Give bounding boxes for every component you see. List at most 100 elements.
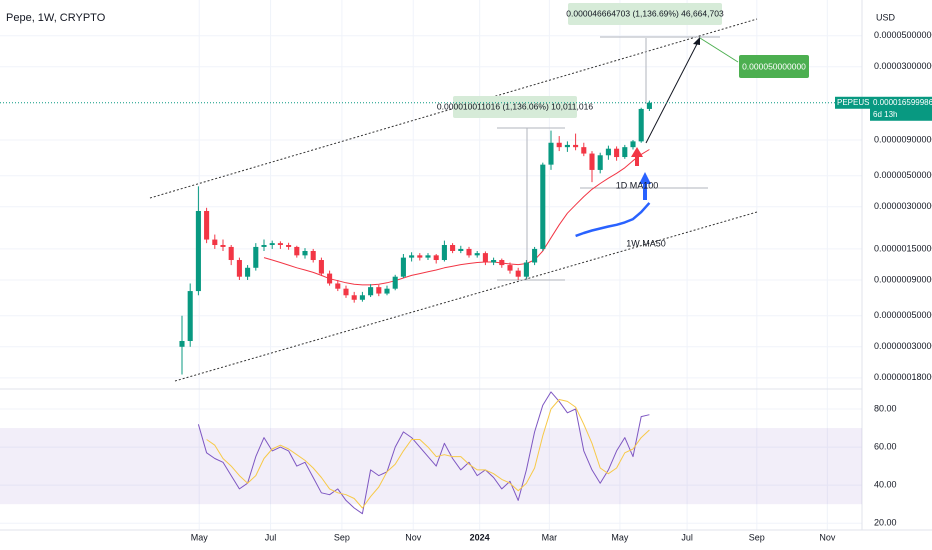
candle-body — [286, 245, 292, 247]
measure-label-box — [568, 3, 722, 25]
y-tick-label: 0.0000009000000 — [874, 274, 932, 284]
candle-body — [573, 144, 579, 148]
candle-body — [450, 245, 456, 251]
symbol-label-box — [835, 96, 870, 109]
x-tick-label: Jul — [265, 532, 277, 542]
candle-body — [269, 243, 275, 246]
candle-body — [482, 253, 488, 263]
candle-body — [376, 287, 382, 294]
candle-body — [540, 164, 546, 249]
y-tick-label: 0.0000030000000 — [874, 201, 932, 211]
candle-body — [343, 288, 349, 296]
y-tick-label: 0.0000015000000 — [874, 243, 932, 253]
candle-body — [564, 144, 570, 148]
candle-body — [368, 287, 374, 296]
chart-title: Pepe, 1W, CRYPTO — [6, 12, 106, 24]
rsi-line — [197, 391, 650, 515]
rsi-tick-label: 20.00 — [874, 518, 897, 528]
candle-body — [409, 255, 415, 258]
candle-body — [630, 141, 636, 148]
last-price-box — [870, 96, 932, 121]
candle-body — [646, 102, 652, 109]
target-label-box — [739, 55, 809, 78]
ma-label: 1W MA50 — [626, 238, 666, 248]
y-tick-label: 0.0000050000000 — [874, 170, 932, 180]
candle-body — [212, 239, 218, 246]
y-tick-label: 0.0000001800000 — [874, 372, 932, 382]
candle-body — [417, 255, 423, 258]
ma-label: 1D MA100 — [616, 180, 659, 190]
x-tick-label: Jul — [681, 532, 693, 542]
candle-body — [515, 270, 521, 277]
x-tick-label: May — [191, 532, 209, 542]
x-tick-label: Nov — [819, 532, 836, 542]
candle-body — [245, 267, 251, 277]
x-tick-label: Nov — [405, 532, 422, 542]
candle-body — [466, 248, 472, 256]
candle-body — [277, 243, 283, 246]
candle-body — [302, 250, 308, 256]
y-tick-label: 0.0000090000000 — [874, 134, 932, 144]
candle-body — [187, 291, 193, 341]
candle-body — [179, 340, 185, 347]
candle-body — [523, 262, 529, 277]
candle-body — [532, 248, 538, 263]
candle-body — [433, 255, 439, 261]
candle-body — [351, 295, 357, 300]
symbol-label: PEPEUSD — [837, 98, 875, 107]
candle-body — [597, 155, 603, 170]
blue-arrow — [639, 172, 651, 200]
candle-body — [384, 288, 390, 294]
channel-lower — [174, 211, 758, 382]
y-tick-label: 0.0000500000000 — [874, 30, 932, 40]
candle-body — [392, 276, 398, 289]
rsi-tick-label: 60.00 — [874, 441, 897, 451]
candle-body — [507, 265, 513, 271]
candle-body — [195, 210, 201, 292]
candle-body — [327, 273, 333, 284]
candle-body — [310, 250, 316, 261]
candle-body — [318, 260, 324, 274]
last-price-label: 0.0000165999864 — [873, 98, 932, 107]
red-arrow — [631, 147, 643, 166]
x-tick-label: Sep — [334, 532, 350, 542]
measure-label: 0.000046664703 (1,136.69%) 46,664,703 — [566, 8, 724, 18]
candle-body — [359, 295, 365, 300]
x-tick-label: Sep — [749, 532, 765, 542]
candle-body — [491, 260, 497, 263]
x-tick-label: May — [611, 532, 629, 542]
candle-body — [204, 210, 210, 240]
y-tick-label: 0.0000300000000 — [874, 61, 932, 71]
x-tick-label: Mar — [542, 532, 558, 542]
candle-body — [458, 248, 464, 251]
candle-body — [400, 257, 406, 277]
y-tick-label: 0.0000003000000 — [874, 341, 932, 351]
target-line — [699, 37, 739, 63]
candle-body — [335, 283, 341, 289]
candle-body — [605, 148, 611, 156]
candle-body — [261, 245, 267, 247]
candle-body — [548, 142, 554, 165]
measure-label: 0.000010011016 (1,136.06%) 10,011,016 — [437, 101, 593, 111]
measure-label-box — [453, 96, 577, 118]
projection-arrow — [645, 41, 699, 144]
candle-body — [236, 260, 242, 277]
candle-body — [581, 147, 587, 154]
candle-body — [425, 255, 431, 258]
candle-body — [499, 260, 505, 266]
rsi-band — [0, 428, 862, 505]
target-label: 0.000050000000 — [742, 61, 806, 71]
rsi-tick-label: 40.00 — [874, 480, 897, 490]
candle-body — [253, 246, 259, 268]
arrow-head — [693, 37, 700, 45]
candle-body — [294, 246, 300, 256]
currency: USD — [876, 12, 896, 22]
candle-body — [638, 108, 644, 142]
candle-body — [220, 245, 226, 247]
candle-body — [228, 246, 234, 261]
candle-body — [622, 147, 628, 158]
candle-body — [589, 153, 595, 170]
candle-body — [614, 148, 620, 158]
rsi-line — [206, 399, 650, 509]
